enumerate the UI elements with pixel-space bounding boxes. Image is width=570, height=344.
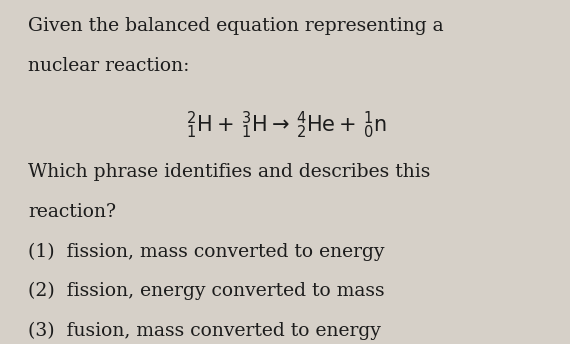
Text: (2)  fission, energy converted to mass: (2) fission, energy converted to mass <box>28 282 385 300</box>
Text: Given the balanced equation representing a: Given the balanced equation representing… <box>28 17 444 35</box>
Text: (3)  fusion, mass converted to energy: (3) fusion, mass converted to energy <box>28 322 381 340</box>
Text: nuclear reaction:: nuclear reaction: <box>28 57 190 75</box>
Text: Which phrase identifies and describes this: Which phrase identifies and describes th… <box>28 163 431 181</box>
Text: reaction?: reaction? <box>28 203 116 221</box>
Text: $\,^{2}_{1}\mathrm{H} + \,^{3}_{1}\mathrm{H}\rightarrow \,^{4}_{2}\mathrm{He} + : $\,^{2}_{1}\mathrm{H} + \,^{3}_{1}\mathr… <box>183 110 387 141</box>
Text: (1)  fission, mass converted to energy: (1) fission, mass converted to energy <box>28 243 385 261</box>
